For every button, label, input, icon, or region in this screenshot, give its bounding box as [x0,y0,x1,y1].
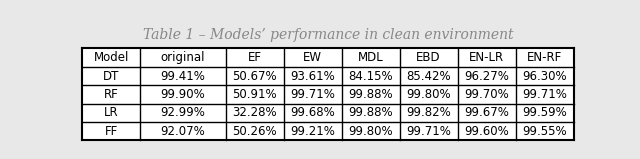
Text: 99.90%: 99.90% [161,88,205,101]
Text: FF: FF [105,125,118,138]
Bar [83,48,573,140]
Text: 99.55%: 99.55% [522,125,567,138]
Text: EF: EF [248,51,262,64]
Text: 99.88%: 99.88% [348,88,393,101]
Text: 96.30%: 96.30% [522,69,567,83]
Text: 84.15%: 84.15% [348,69,393,83]
Text: 99.71%: 99.71% [290,88,335,101]
Text: 99.59%: 99.59% [522,106,567,119]
Text: LR: LR [104,106,119,119]
Text: 50.91%: 50.91% [232,88,277,101]
Text: 85.42%: 85.42% [406,69,451,83]
Text: 99.80%: 99.80% [348,125,393,138]
Text: 99.80%: 99.80% [406,88,451,101]
Text: 99.82%: 99.82% [406,106,451,119]
Text: 99.67%: 99.67% [464,106,509,119]
Text: 93.61%: 93.61% [291,69,335,83]
Text: MDL: MDL [358,51,383,64]
Text: 32.28%: 32.28% [232,106,277,119]
Text: 99.70%: 99.70% [464,88,509,101]
Text: 92.07%: 92.07% [161,125,205,138]
Text: original: original [161,51,205,64]
Text: EBD: EBD [416,51,441,64]
Text: 96.27%: 96.27% [464,69,509,83]
Text: RF: RF [104,88,119,101]
Text: EN-RF: EN-RF [527,51,562,64]
Text: 99.21%: 99.21% [290,125,335,138]
Text: 99.71%: 99.71% [406,125,451,138]
Text: DT: DT [103,69,120,83]
Text: 50.67%: 50.67% [232,69,277,83]
Text: 99.88%: 99.88% [348,106,393,119]
Text: Model: Model [94,51,129,64]
Text: 99.41%: 99.41% [161,69,205,83]
Text: Table 1 – Models’ performance in clean environment: Table 1 – Models’ performance in clean e… [143,28,513,42]
Text: 50.26%: 50.26% [232,125,277,138]
Text: EW: EW [303,51,322,64]
Text: 99.60%: 99.60% [464,125,509,138]
Text: 92.99%: 92.99% [161,106,205,119]
Text: 99.71%: 99.71% [522,88,567,101]
Text: 99.68%: 99.68% [291,106,335,119]
Text: EN-LR: EN-LR [469,51,504,64]
